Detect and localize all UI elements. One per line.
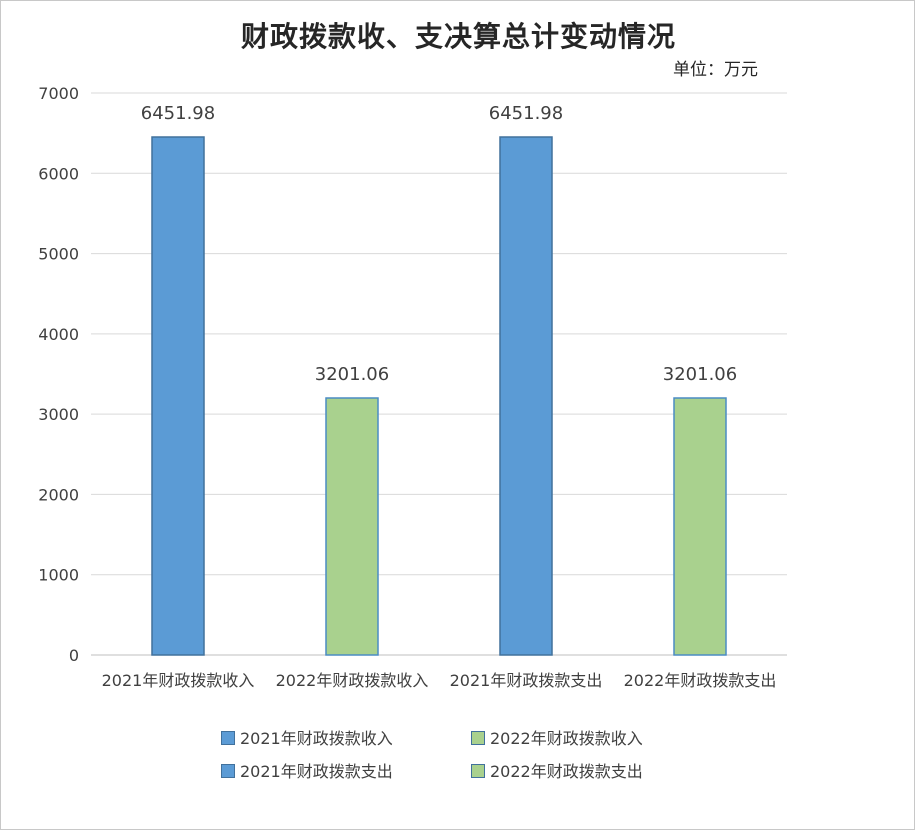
y-tick-label: 5000	[38, 245, 79, 264]
bar	[673, 397, 727, 656]
data-label: 6451.98	[489, 103, 563, 124]
legend-swatch	[221, 731, 235, 745]
bar	[499, 136, 553, 656]
y-tick-label: 3000	[38, 405, 79, 424]
x-tick-label: 2021年财政拨款支出	[450, 671, 603, 690]
y-tick-label: 6000	[38, 164, 79, 183]
legend-label: 2021年财政拨款支出	[240, 762, 393, 781]
legend-label: 2021年财政拨款收入	[240, 729, 393, 748]
legend-swatch	[471, 764, 485, 778]
x-tick-label: 2021年财政拨款收入	[102, 671, 255, 690]
legend-item: 2021年财政拨款收入	[221, 725, 393, 749]
legend-item: 2022年财政拨款支出	[471, 758, 643, 782]
bar	[325, 397, 379, 656]
unit-label: 单位：万元	[673, 60, 758, 80]
y-tick-label: 4000	[38, 325, 79, 344]
y-tick-label: 1000	[38, 566, 79, 585]
legend-label: 2022年财政拨款支出	[490, 762, 643, 781]
bar-chart: 0 1000 2000 3000 4000 5000 6000 7000 6451.98 2021…	[38, 84, 787, 690]
y-tick-label: 7000	[38, 84, 79, 103]
x-tick-label: 2022年财政拨款收入	[276, 671, 429, 690]
chart-title: 财政拨款收、支决算总计变动情况	[240, 20, 676, 53]
data-label: 6451.98	[141, 103, 215, 124]
legend-item: 2021年财政拨款支出	[221, 758, 393, 782]
legend-label: 2022年财政拨款收入	[490, 729, 643, 748]
legend-item: 2022年财政拨款收入	[471, 725, 643, 749]
legend-swatch	[221, 764, 235, 778]
x-tick-label: 2022年财政拨款支出	[624, 671, 777, 690]
y-tick-label: 0	[69, 646, 79, 665]
bar	[151, 136, 205, 656]
legend-swatch	[471, 731, 485, 745]
y-tick-label: 2000	[38, 485, 79, 504]
data-label: 3201.06	[315, 364, 389, 385]
data-label: 3201.06	[663, 364, 737, 385]
